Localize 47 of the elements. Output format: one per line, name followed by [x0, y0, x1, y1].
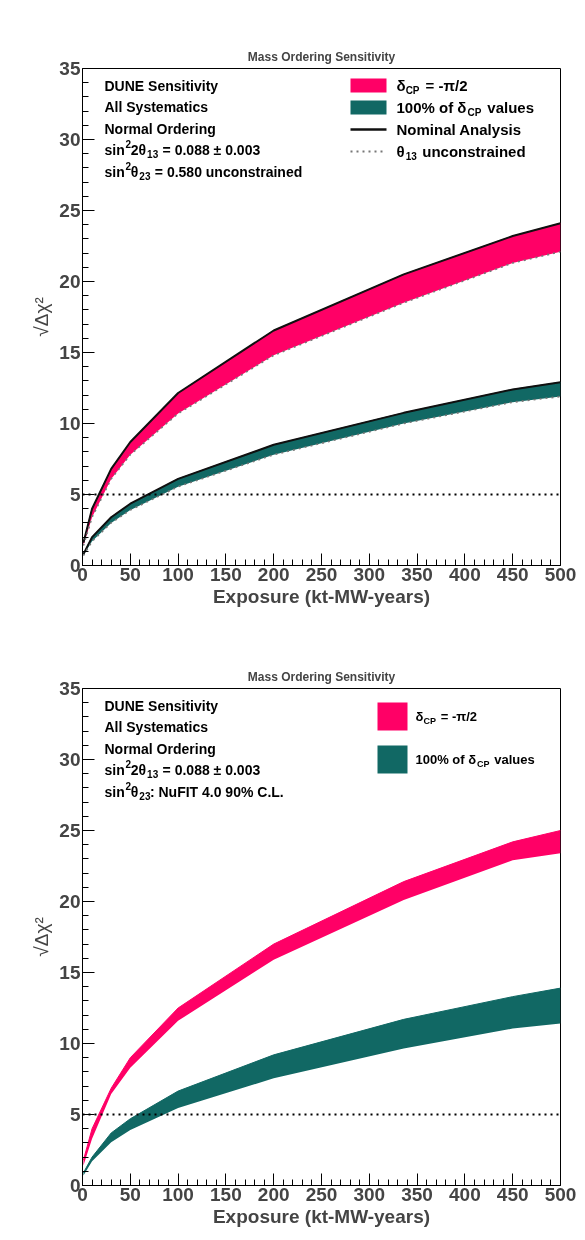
y-tick-label: 30: [59, 749, 81, 770]
x-tick-label: 200: [257, 563, 290, 585]
y-tick-label: 5: [69, 1104, 81, 1125]
y-tick-label: 35: [59, 58, 81, 79]
chart-title: Mass Ordering Sensitivity: [247, 669, 396, 684]
y-tick-label: 20: [59, 271, 81, 292]
x-tick-label: 50: [119, 1183, 141, 1205]
annotation: All Systematics: [104, 719, 209, 735]
x-tick-label: 400: [449, 1183, 481, 1205]
x-tick-label: 300: [353, 563, 386, 585]
x-tick-label: 250: [305, 1183, 338, 1205]
annotation: DUNE Sensitivity: [104, 77, 219, 94]
x-tick-label: 500: [544, 563, 577, 585]
x-tick-label: 250: [305, 563, 338, 585]
y-axis-title: √Δχ²: [31, 297, 53, 337]
y-tick-label: 25: [59, 820, 81, 841]
y-tick-label: 15: [59, 342, 81, 363]
x-tick-label: 350: [401, 563, 433, 585]
annotation: Normal Ordering: [104, 120, 216, 137]
x-tick-label: 150: [210, 563, 242, 585]
annotation: All Systematics: [104, 99, 209, 115]
x-tick-label: 300: [353, 1183, 386, 1205]
x-tick-label: 450: [496, 1183, 529, 1205]
x-tick-label: 50: [119, 563, 141, 585]
y-tick-label: 15: [59, 962, 81, 983]
x-tick-label: 450: [496, 563, 529, 585]
x-tick-label: 100: [162, 563, 194, 585]
y-tick-label: 10: [59, 413, 81, 434]
legend-label: Nominal Analysis: [396, 121, 521, 138]
x-tick-label: 200: [257, 1183, 290, 1205]
y-tick-label: 20: [59, 891, 81, 912]
x-tick-label: 150: [210, 1183, 242, 1205]
chart-title: Mass Ordering Sensitivity: [247, 49, 396, 64]
y-axis-title: √Δχ²: [31, 917, 53, 957]
annotation: Normal Ordering: [104, 740, 216, 757]
y-tick-label: 35: [59, 678, 81, 699]
x-tick-label: 100: [162, 1183, 194, 1205]
y-tick-label: 25: [59, 200, 81, 221]
y-tick-label: 5: [69, 484, 81, 505]
x-axis-title: Exposure (kt-MW-years): [212, 1205, 431, 1227]
x-axis-title: Exposure (kt-MW-years): [212, 585, 431, 607]
x-tick-label: 350: [401, 1183, 433, 1205]
x-tick-label: 400: [449, 563, 481, 585]
y-tick-label: 10: [59, 1033, 81, 1054]
y-tick-label: 30: [59, 129, 81, 150]
x-tick-label: 500: [544, 1183, 577, 1205]
annotation: DUNE Sensitivity: [104, 697, 219, 714]
